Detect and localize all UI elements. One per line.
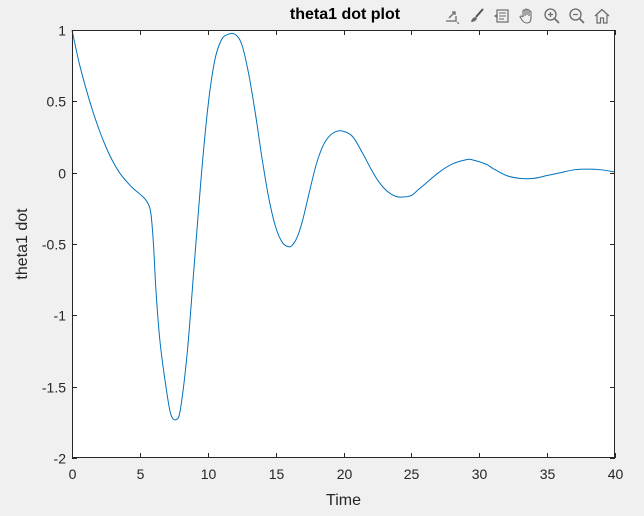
series-line [71, 29, 616, 421]
y-tick-label: 1 [58, 23, 66, 39]
axes-toolbar [440, 4, 613, 28]
y-tick-label: -0.5 [42, 237, 66, 253]
x-tick-label: 30 [472, 466, 488, 482]
chart-title: theta1 dot plot [289, 6, 401, 23]
zoom-out-icon [568, 8, 585, 24]
x-tick-label: 5 [137, 466, 145, 482]
brush-button[interactable] [465, 4, 488, 28]
datatip-button[interactable] [490, 4, 513, 28]
x-tick-label: 25 [404, 466, 420, 482]
datatip-icon [493, 9, 509, 23]
zoom-in-icon [543, 8, 560, 24]
axes-background [72, 30, 615, 458]
y-tick-label: -2 [54, 451, 67, 467]
y-axis-label: theta1 dot [14, 208, 31, 280]
x-tick-label: 15 [269, 466, 285, 482]
y-tick-label: -1 [54, 308, 67, 324]
pan-hand-icon [518, 8, 532, 24]
zoom-out-button[interactable] [565, 4, 588, 28]
x-axis-label: Time [326, 492, 361, 509]
x-tick-label: 0 [69, 466, 77, 482]
x-tick-label: 20 [337, 466, 353, 482]
y-tick-label: -1.5 [42, 380, 66, 396]
export-icon [445, 11, 459, 25]
pan-button[interactable] [515, 4, 538, 28]
y-tick-label: 0 [58, 166, 66, 182]
home-button[interactable] [590, 4, 613, 28]
x-tick-label: 40 [608, 466, 624, 482]
x-tick-label: 10 [201, 466, 217, 482]
brush-icon [470, 8, 484, 22]
x-tick-label: 35 [540, 466, 556, 482]
y-tick-label: 0.5 [47, 94, 67, 110]
axes-box [72, 30, 615, 458]
home-icon [594, 8, 609, 24]
export-button[interactable] [440, 4, 463, 28]
zoom-in-button[interactable] [540, 4, 563, 28]
